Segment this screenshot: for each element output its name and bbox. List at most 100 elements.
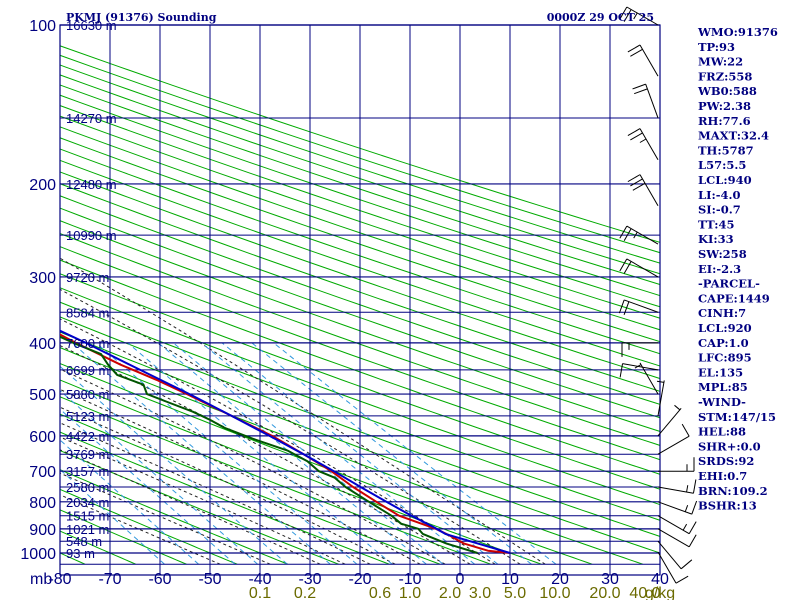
mixing-ratio-tick-label: 3.0: [469, 585, 491, 600]
sounding-index: LCL:940: [698, 173, 752, 187]
wind-barb-flag: [623, 9, 632, 22]
height-label: 14270 m: [66, 111, 117, 126]
dry-adiabat-line: [60, 84, 660, 286]
wind-barb-flag: [632, 182, 646, 191]
height-label: 1515 m: [66, 509, 109, 524]
wind-barb-staff: [626, 258, 659, 278]
height-label: 6699 m: [66, 363, 109, 378]
sounding-index: RH:77.6: [698, 114, 751, 128]
dry-adiabat-line: [60, 220, 660, 432]
mixing-ratio-line: [273, 342, 557, 565]
dry-adiabat-line: [60, 74, 660, 275]
sounding-index: FRZ:558: [698, 69, 752, 83]
temperature-tick-label: -60: [148, 571, 171, 588]
mixing-ratio-line: [157, 342, 427, 565]
sounding-traces: [60, 329, 511, 554]
dry-adiabat-line: [60, 259, 660, 475]
moist-adiabat-line: [60, 388, 421, 565]
temperature-tick-label: -50: [198, 571, 221, 588]
dry-adiabat-line: [60, 94, 660, 297]
wind-barb: [656, 380, 665, 416]
sounding-index: SI:-0.7: [698, 203, 741, 217]
dry-adiabat-line: [60, 64, 660, 264]
dry-adiabat-line: [60, 301, 660, 521]
mixing-ratio-tick-label: 1.0: [399, 585, 421, 600]
height-label: 4422 m: [66, 429, 109, 444]
wind-barb: [657, 515, 697, 535]
moist-adiabat-line: [60, 406, 396, 565]
plot-frame: [59, 24, 661, 576]
temperature-tick-label: 30: [601, 571, 619, 588]
wind-barb-flag: [682, 523, 688, 531]
wind-barb: [619, 258, 659, 278]
wind-barb-staff: [657, 551, 677, 584]
height-label: 10990 m: [66, 228, 117, 243]
height-label: 16630 m: [66, 18, 117, 33]
wind-barb-staff: [639, 128, 659, 161]
valid-time: 0000Z 29 OCT 25: [547, 11, 654, 24]
pressure-tick-label: 400: [29, 336, 56, 353]
pressure-tick-label: 700: [29, 464, 56, 481]
wind-barb: [657, 540, 693, 570]
wind-barb-flag: [619, 363, 624, 378]
dry-adiabat-line: [60, 287, 660, 506]
wind-barb-flag: [675, 575, 689, 584]
mixing-ratio-tick-label: 40.0: [629, 585, 660, 600]
sounding-index: LCL:920: [698, 321, 752, 335]
temperature-tick-label: -20: [348, 571, 371, 588]
dry-adiabat-line: [60, 115, 660, 319]
mixing-ratio-tick-label: 0.1: [249, 585, 271, 600]
dry-adiabat-line: [60, 413, 441, 565]
wind-barb-staff: [657, 515, 690, 535]
wind-barb: [627, 44, 659, 77]
temperature-tick-label: -10: [398, 571, 421, 588]
dry-adiabat-line: [60, 316, 660, 537]
height-label: 12480 m: [66, 177, 117, 192]
moist-adiabat-line: [60, 494, 221, 565]
mixing-ratio-line: [127, 342, 393, 565]
wind-barb-flag: [634, 88, 648, 95]
dry-adiabat-line: [60, 159, 660, 367]
wind-barb-flag: [633, 231, 638, 239]
mixing-ratio-line: [60, 468, 165, 565]
height-label: 2034 m: [66, 495, 109, 510]
sounding-index: SRDS:92: [698, 454, 754, 468]
wind-barb-staff: [657, 380, 665, 416]
sounding-index: SHR+:0.0: [698, 439, 761, 453]
wind-barb-flag: [680, 559, 693, 570]
sounding-index: STM:147/15: [698, 410, 776, 424]
sounding-index: TP:93: [698, 40, 735, 54]
dry-adiabat-line: [60, 105, 660, 308]
mixing-ratio-tick-label: 20.0: [589, 585, 620, 600]
sounding-index: WMO:91376: [697, 25, 778, 39]
dry-adiabat-line: [60, 54, 660, 254]
moist-adiabat-line: [60, 257, 546, 565]
pressure-tick-label: 500: [29, 387, 56, 404]
sounding-index: TH:5787: [698, 143, 754, 157]
height-label: 1021 m: [66, 522, 109, 537]
wind-barb-flag: [619, 6, 628, 20]
dry-adiabat-line: [60, 246, 660, 461]
height-label: 3769 m: [66, 447, 109, 462]
wind-barb: [658, 457, 695, 472]
moist-adiabat-line: [60, 345, 471, 565]
sounding-index: SW:258: [698, 247, 747, 261]
wind-barb-flag: [634, 364, 642, 369]
dry-adiabat-line: [60, 469, 289, 565]
wind-barb: [657, 423, 690, 455]
wind-barb-staff: [626, 225, 659, 245]
wind-barb: [657, 551, 689, 584]
dry-adiabat-line: [60, 195, 660, 405]
wind-barb-staff: [657, 407, 682, 437]
sounding-index: CAP:1.0: [698, 336, 749, 350]
wind-barb-flag: [681, 423, 690, 437]
pressure-unit-label: mb: [30, 571, 52, 588]
wind-barb-flag: [633, 12, 638, 20]
wind-barb-staff: [639, 174, 659, 207]
wind-barb: [634, 362, 659, 395]
wind-barb: [627, 128, 659, 161]
dry-adiabat-line: [60, 183, 660, 392]
parcel-trace: [60, 329, 511, 554]
moist-adiabat-line: [60, 436, 346, 565]
